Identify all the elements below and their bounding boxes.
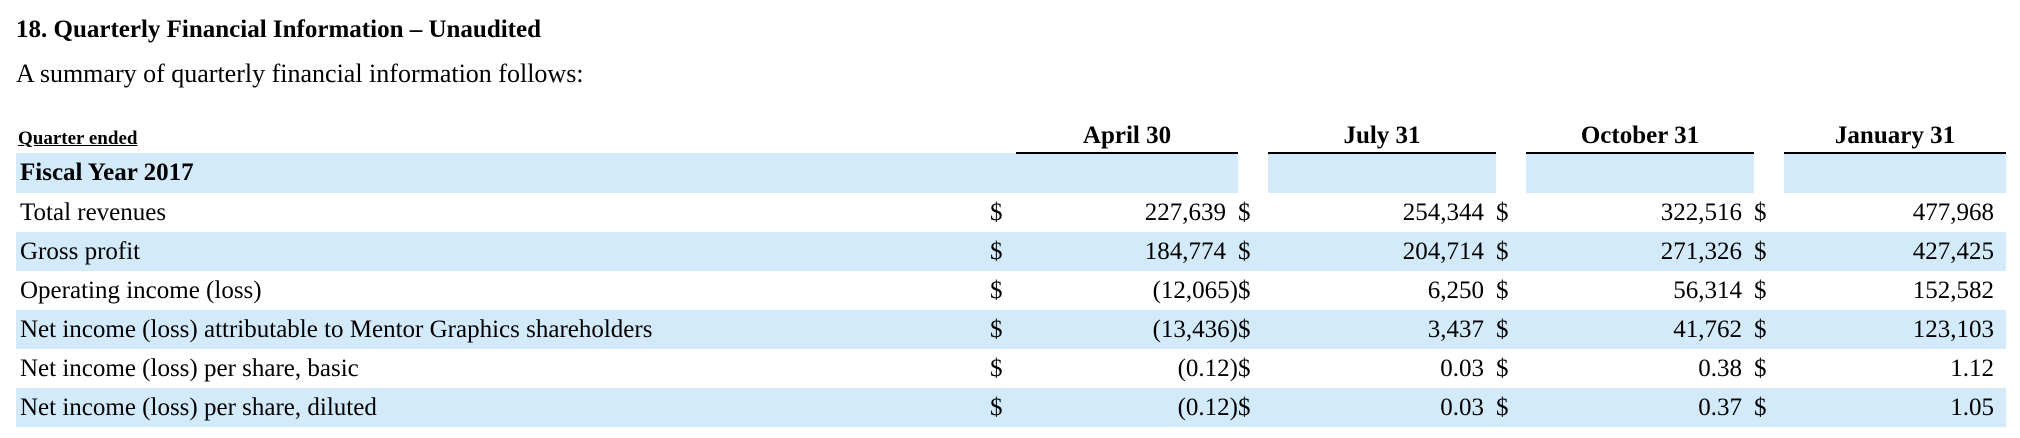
table-row: Operating income (loss) $ (12,065) $6,250 $5… <box>16 271 2006 310</box>
value-cell: 1.12 <box>1950 354 1994 382</box>
value-cell: 271,326 <box>1526 232 1754 271</box>
value-cell: 152,582 <box>1912 276 1994 304</box>
currency-symbol: $ <box>1496 276 1509 304</box>
value-cell: (12,065) <box>1152 276 1238 304</box>
table-row: Net income (loss) attributable to Mentor… <box>16 310 2006 349</box>
quarter-ended-label: Quarter ended <box>18 128 138 149</box>
currency-symbol: $ <box>1754 388 1784 427</box>
value-cell: 0.37 <box>1526 388 1754 427</box>
value-cell: 0.03 <box>1268 388 1496 427</box>
value-cell: (0.12) <box>1016 388 1238 427</box>
currency-symbol: $ <box>1754 354 1767 382</box>
currency-symbol: $ <box>1754 198 1767 226</box>
value-cell: 204,714 <box>1268 232 1496 271</box>
section-title: 18. Quarterly Financial Information – Un… <box>16 16 542 43</box>
row-label: Gross profit <box>16 232 990 271</box>
table-header-row: Quarter ended April 30 July 31 October 3… <box>16 114 2006 154</box>
table-row: Net income (loss) per share, diluted $ (0.… <box>16 388 2006 427</box>
table-row: Net income (loss) per share, basic $ (0.12… <box>16 349 2006 388</box>
currency-symbol: $ <box>990 276 1003 304</box>
currency-symbol: $ <box>990 198 1003 226</box>
column-header-april-30: April 30 <box>1016 114 1238 154</box>
value-cell: 3,437 <box>1268 310 1496 349</box>
currency-symbol: $ <box>1238 310 1268 349</box>
currency-symbol: $ <box>1754 232 1784 271</box>
value-cell: 184,774 <box>1016 232 1238 271</box>
row-label: Net income (loss) per share, basic <box>20 354 359 382</box>
currency-symbol: $ <box>990 232 1016 271</box>
column-header-july-31: July 31 <box>1268 114 1496 154</box>
value-cell: 477,968 <box>1912 198 1994 226</box>
value-cell: 6,250 <box>1427 276 1484 304</box>
row-label: Net income (loss) per share, diluted <box>16 388 990 427</box>
value-cell: 254,344 <box>1402 198 1484 226</box>
currency-symbol: $ <box>990 388 1016 427</box>
table-row: Total revenues $227,639 $254,344 $322,516 $4… <box>16 193 2006 232</box>
currency-symbol: $ <box>990 354 1003 382</box>
currency-symbol: $ <box>1238 232 1268 271</box>
currency-symbol: $ <box>1496 232 1526 271</box>
value-cell: (13,436) <box>1016 310 1238 349</box>
currency-symbol: $ <box>1496 198 1509 226</box>
value-cell: 0.03 <box>1440 354 1484 382</box>
currency-symbol: $ <box>1496 354 1509 382</box>
fiscal-year-row: Fiscal Year 2017 <box>16 153 2006 193</box>
currency-symbol: $ <box>1754 310 1784 349</box>
column-header-january-31: January 31 <box>1784 114 2006 154</box>
currency-symbol: $ <box>1238 276 1251 304</box>
currency-symbol: $ <box>1238 354 1251 382</box>
value-cell: 123,103 <box>1784 310 2006 349</box>
value-cell: 41,762 <box>1526 310 1754 349</box>
currency-symbol: $ <box>1238 198 1251 226</box>
row-label: Total revenues <box>20 198 167 226</box>
value-cell: 0.38 <box>1698 354 1742 382</box>
table-row: Gross profit $184,774 $204,714 $271,326 $427… <box>16 232 2006 271</box>
value-cell: 1.05 <box>1784 388 2006 427</box>
column-header-october-31: October 31 <box>1526 114 1754 154</box>
currency-symbol: $ <box>1238 388 1268 427</box>
value-cell: 427,425 <box>1784 232 2006 271</box>
value-cell: (0.12) <box>1177 354 1238 382</box>
value-cell: 227,639 <box>1144 198 1226 226</box>
currency-symbol: $ <box>990 310 1016 349</box>
currency-symbol: $ <box>1754 276 1767 304</box>
quarterly-financial-table: Quarter ended April 30 July 31 October 3… <box>16 114 2006 427</box>
fiscal-year-label: Fiscal Year 2017 <box>16 153 990 193</box>
currency-symbol: $ <box>1496 388 1526 427</box>
value-cell: 56,314 <box>1673 276 1742 304</box>
row-label: Net income (loss) attributable to Mentor… <box>16 310 990 349</box>
row-label: Operating income (loss) <box>20 276 262 304</box>
value-cell: 322,516 <box>1660 198 1742 226</box>
currency-symbol: $ <box>1496 310 1526 349</box>
intro-text: A summary of quarterly financial informa… <box>16 59 584 88</box>
